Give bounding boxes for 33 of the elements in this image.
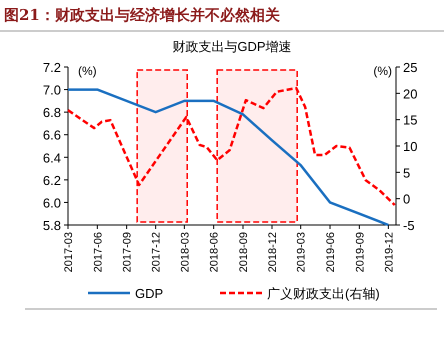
y2-tick-label: 15 xyxy=(403,112,418,128)
y-tick-label: 6.0 xyxy=(42,195,61,210)
legend-label: GDP xyxy=(135,286,164,301)
chart-subtitle: 财政支出与GDP增速 xyxy=(172,39,292,54)
y-tick-label: 6.6 xyxy=(42,128,61,143)
y-tick-label: 7.0 xyxy=(42,82,61,98)
y2-tick-label: 5 xyxy=(403,165,410,180)
y2-axis-title: (%) xyxy=(373,64,392,78)
x-tick-label: 2019-03 xyxy=(296,232,308,272)
x-tick-label: 2017-12 xyxy=(150,232,163,272)
y-axis-title: (%) xyxy=(78,64,97,78)
y-tick-label: 5.8 xyxy=(42,218,61,233)
y-tick-label: 6.8 xyxy=(42,105,61,120)
y2-tick-label: 20 xyxy=(403,86,418,102)
y2-tick-label: -5 xyxy=(403,218,415,233)
y2-tick-label: 10 xyxy=(403,139,418,154)
x-tick-label: 2017-03 xyxy=(63,232,75,272)
x-tick-label: 2019-06 xyxy=(325,232,338,272)
x-tick-label: 2017-09 xyxy=(122,232,134,272)
y2-tick-label: 0 xyxy=(403,192,410,207)
chart-title: 图21：财政支出与经济增长并不必然相关 xyxy=(4,6,280,24)
x-tick-label: 2018-09 xyxy=(238,232,250,272)
x-tick-label: 2018-06 xyxy=(208,232,221,272)
y-tick-label: 6.2 xyxy=(42,172,61,188)
x-tick-label: 2018-12 xyxy=(267,232,280,272)
x-tick-label: 2018-03 xyxy=(179,232,192,272)
y-tick-label: 7.2 xyxy=(42,60,61,75)
x-tick-label: 2019-09 xyxy=(354,232,366,272)
y2-tick-label: 25 xyxy=(403,60,418,75)
legend-label: 广义财政支出(右轴) xyxy=(267,286,380,301)
x-tick-label: 2019-12 xyxy=(383,232,396,272)
y-tick-label: 6.4 xyxy=(42,150,61,166)
x-tick-label: 2017-06 xyxy=(92,232,104,272)
